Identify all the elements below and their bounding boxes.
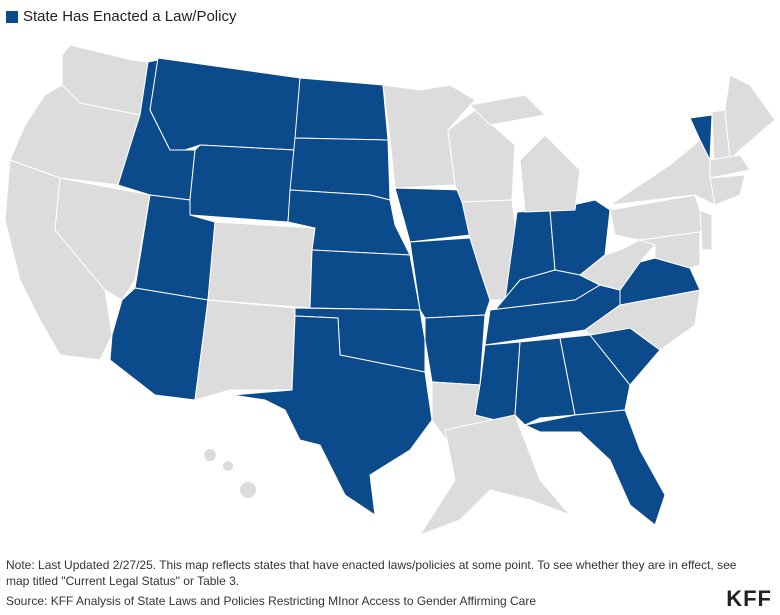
state [309,249,421,311]
island [204,449,216,461]
legend-label: State Has Enacted a Law/Policy [23,8,237,25]
source: Source: KFF Analysis of State Laws and P… [6,594,537,608]
state [189,144,296,223]
island [240,482,256,498]
map [4,44,776,536]
state [447,109,516,203]
legend: State Has Enacted a Law/Policy [6,8,236,25]
state [418,414,571,536]
state [523,409,666,526]
state [579,239,656,291]
state [194,299,296,401]
state [109,287,209,401]
legend-swatch [6,10,18,23]
state [519,134,581,213]
state [424,314,486,386]
state [231,315,433,517]
state [639,231,701,269]
state [394,187,471,243]
state [461,199,521,301]
state [699,209,713,251]
state [609,139,716,206]
state [724,74,776,162]
state [709,174,746,206]
state [559,334,631,416]
state [709,154,751,179]
island [223,461,233,471]
state [294,77,389,141]
state [468,94,547,126]
state [149,57,301,151]
logo: KFF [726,586,772,611]
state [207,221,316,309]
note: Note: Last Updated 2/27/25. This map ref… [6,558,737,588]
